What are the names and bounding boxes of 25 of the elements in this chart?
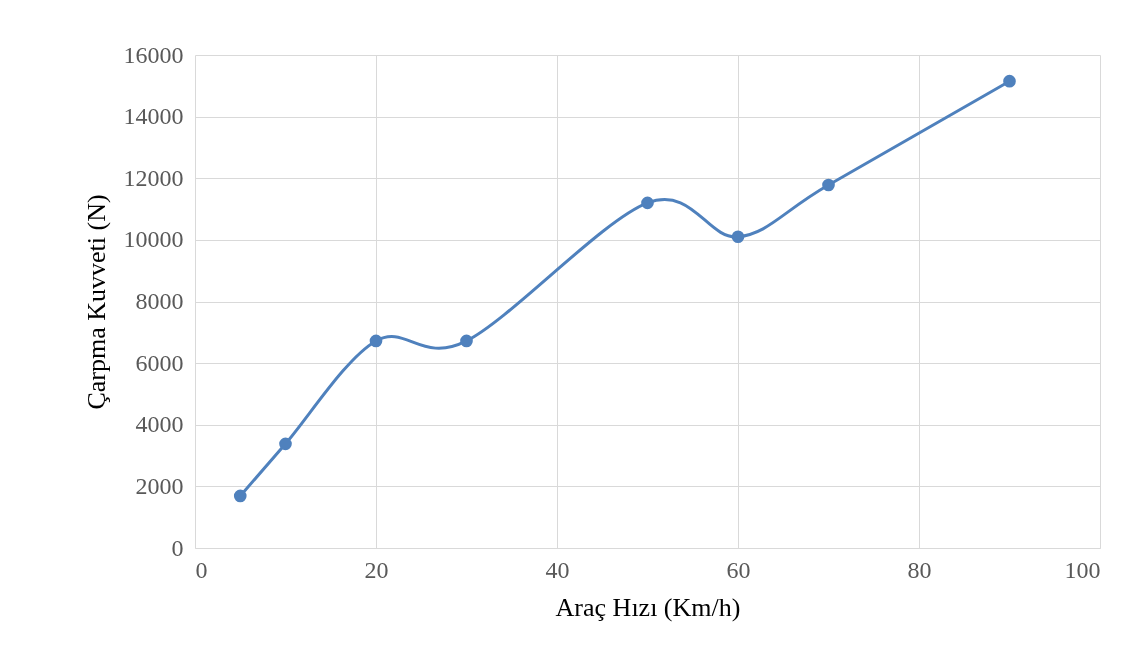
point xyxy=(369,334,383,348)
point xyxy=(641,196,654,210)
point xyxy=(279,437,292,451)
y-axis-title: Çarpma Kuvveti (N) xyxy=(81,194,111,410)
x-tick-label: 100 xyxy=(1064,556,1101,583)
point xyxy=(233,489,247,503)
x-tick-label: 20 xyxy=(364,556,389,583)
y-tick-label: 8000 xyxy=(135,288,184,314)
x-tick-label: 40 xyxy=(545,556,570,583)
y-tick-label: 0 xyxy=(171,534,184,561)
y-tick-label: 6000 xyxy=(135,349,184,376)
x-tick-label: 0 xyxy=(195,556,208,583)
y-tick-label: 12000 xyxy=(123,164,184,191)
y-tick-label: 4000 xyxy=(135,411,184,438)
y-tick-label: 16000 xyxy=(123,41,184,68)
y-tick-label: 10000 xyxy=(123,226,184,253)
x-axis-title: Araç Hızı (Km/h) xyxy=(555,592,741,622)
point xyxy=(460,334,473,348)
point xyxy=(1003,74,1016,88)
point xyxy=(822,178,835,192)
x-tick-label: 60 xyxy=(726,556,751,583)
y-tick-label: 2000 xyxy=(135,472,184,499)
y-tick-label: 14000 xyxy=(123,103,184,130)
x-tick-label: 80 xyxy=(907,556,932,583)
point xyxy=(731,230,745,244)
